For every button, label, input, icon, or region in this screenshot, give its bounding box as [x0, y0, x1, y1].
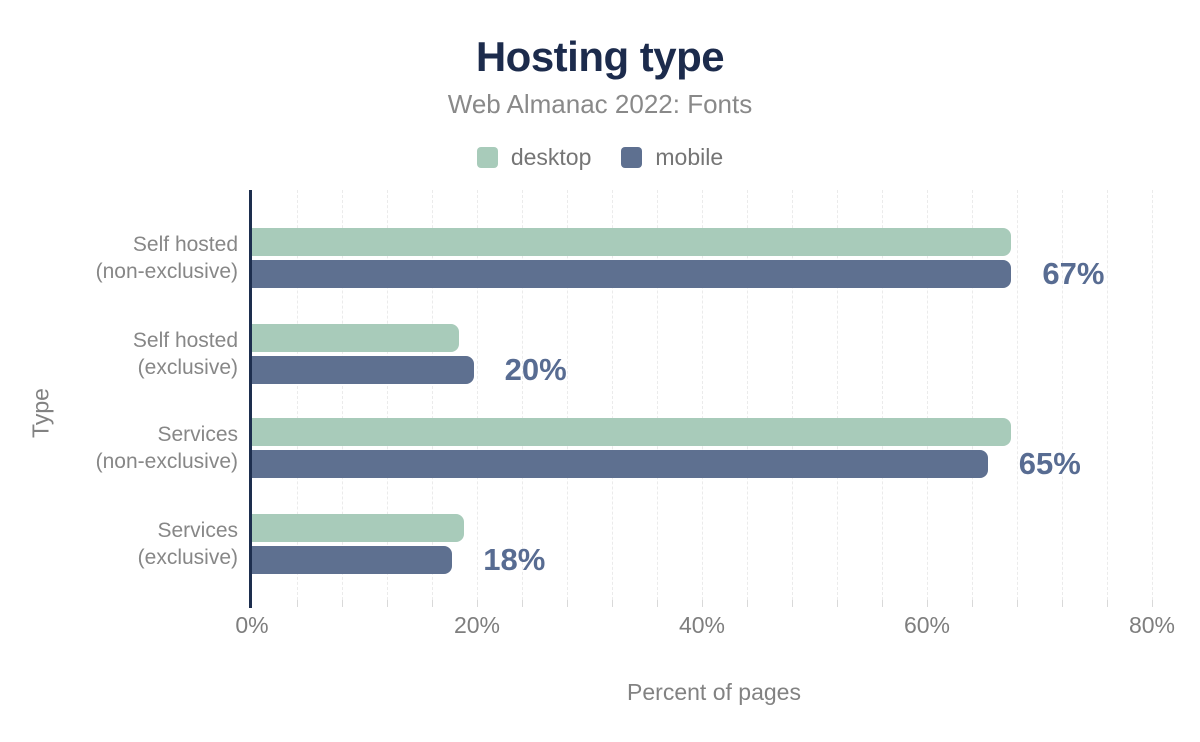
x-tick-label: 80%: [1128, 612, 1176, 638]
legend-swatch-mobile: [621, 147, 643, 168]
gridline: [747, 190, 748, 600]
x-axis-tick: [432, 600, 433, 607]
legend-item-desktop[interactable]: desktop: [476, 144, 592, 171]
bar-desktop-3: [252, 418, 1012, 446]
x-axis-tick: [612, 600, 613, 607]
gridline: [612, 190, 613, 600]
gridline: [972, 190, 973, 600]
bar-mobile-4: [252, 546, 453, 574]
x-axis-tick: [342, 600, 343, 607]
legend-swatch-desktop: [476, 147, 498, 168]
category-label: Self hosted (non-exclusive): [0, 231, 238, 285]
gridline: [1017, 190, 1018, 600]
x-tick-label: 0%: [235, 612, 269, 638]
value-label: 20%: [504, 352, 567, 387]
value-label: 67%: [1042, 256, 1105, 291]
x-axis-tick: [1107, 600, 1108, 607]
x-axis-tick: [972, 600, 973, 607]
gridline: [1062, 190, 1063, 600]
x-tick-label: 60%: [903, 612, 951, 638]
legend-label: desktop: [510, 144, 592, 170]
x-axis-tick: [297, 600, 298, 607]
gridline: [432, 190, 433, 600]
value-label: 65%: [1018, 446, 1081, 481]
x-axis-tick: [1062, 600, 1063, 607]
x-axis-tick: [1017, 600, 1018, 607]
gridline: [1152, 190, 1153, 600]
x-axis-tick: [837, 600, 838, 607]
bar-desktop-4: [252, 514, 464, 542]
bar-desktop-2: [252, 324, 459, 352]
x-axis-tick: [387, 600, 388, 607]
gridline: [297, 190, 298, 600]
gridline: [1107, 190, 1108, 600]
gridline: [567, 190, 568, 600]
y-axis-line: [249, 190, 252, 608]
category-label-line: Self hosted: [132, 329, 238, 352]
bar-mobile-2: [252, 356, 474, 384]
gridline: [657, 190, 658, 600]
bar-mobile-1: [252, 260, 1012, 288]
category-label: Services (exclusive): [0, 517, 238, 571]
gridline: [792, 190, 793, 600]
x-axis-tick: [927, 600, 928, 607]
category-label-line: Self hosted: [132, 233, 238, 256]
bar-mobile-3: [252, 450, 988, 478]
chart-title: Hosting type: [475, 33, 725, 80]
x-axis-tick: [702, 600, 703, 607]
category-label-line: (exclusive): [137, 546, 238, 569]
category-label-line: (non-exclusive): [95, 450, 238, 473]
value-label: 18%: [483, 542, 546, 577]
legend-label: mobile: [655, 144, 724, 170]
gridline: [882, 190, 883, 600]
gridline: [342, 190, 343, 600]
x-axis-tick: [882, 600, 883, 607]
gridline: [387, 190, 388, 600]
gridline: [837, 190, 838, 600]
x-axis-tick: [657, 600, 658, 607]
x-axis-tick: [477, 600, 478, 607]
gridline: [522, 190, 523, 600]
x-tick-label: 20%: [453, 612, 501, 638]
gridline: [927, 190, 928, 600]
x-axis-title: Percent of pages: [627, 679, 801, 705]
x-axis-tick: [792, 600, 793, 607]
x-axis-tick: [567, 600, 568, 607]
x-axis-tick: [1152, 600, 1153, 607]
category-label-line: (non-exclusive): [95, 260, 238, 283]
category-label-line: Services: [157, 423, 238, 446]
category-label: Self hosted (exclusive): [0, 327, 238, 381]
legend-item-mobile[interactable]: mobile: [621, 144, 723, 171]
x-axis-tick: [747, 600, 748, 607]
chart-subtitle: Web Almanac 2022: Fonts: [447, 89, 753, 119]
x-tick-label: 40%: [678, 612, 726, 638]
category-label-line: (exclusive): [137, 356, 238, 379]
gridline: [702, 190, 703, 600]
gridline: [477, 190, 478, 600]
legend: desktop mobile: [0, 144, 1200, 171]
category-label: Services (non-exclusive): [0, 421, 238, 475]
bar-desktop-1: [252, 228, 1012, 256]
category-label-line: Services: [157, 519, 238, 542]
plot-area: [252, 190, 1176, 600]
x-axis-tick: [522, 600, 523, 607]
